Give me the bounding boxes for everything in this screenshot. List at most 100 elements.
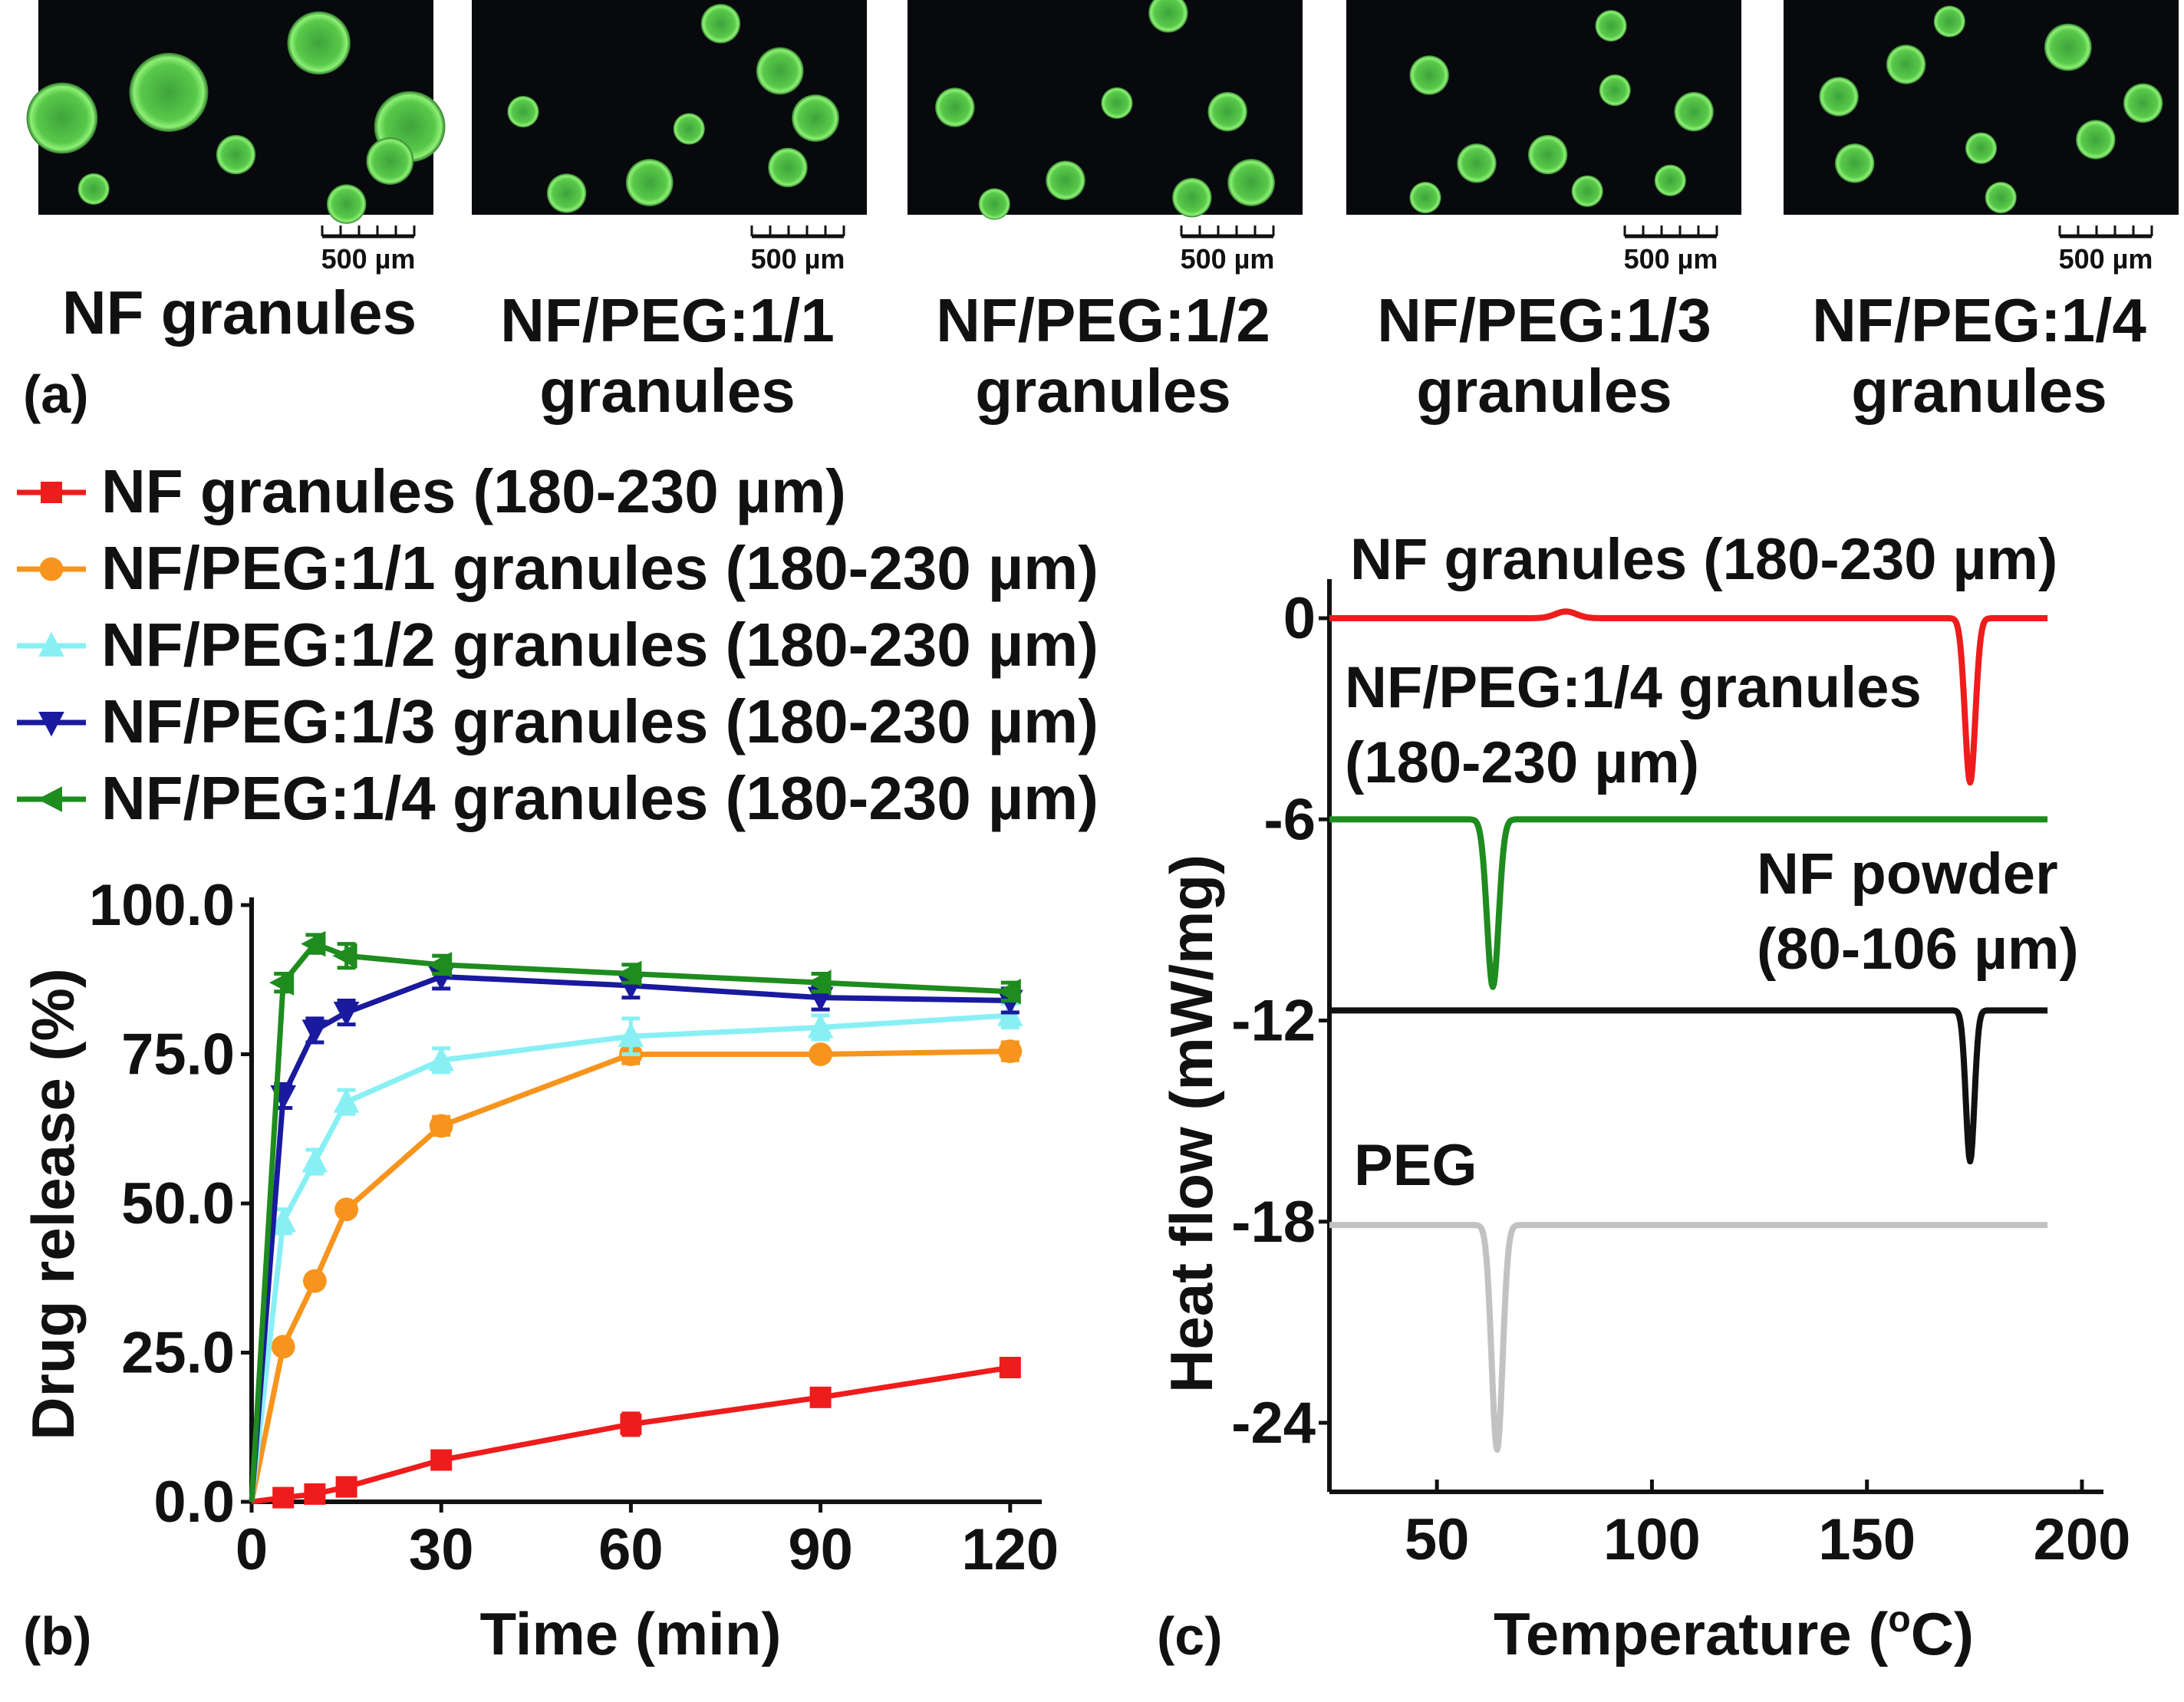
y-tick-label: 75.0 — [121, 1022, 235, 1088]
dsc-trace — [1327, 1222, 2050, 1453]
granule-blob — [1965, 132, 1998, 164]
granule-blob — [2076, 120, 2116, 160]
data-point-marker — [272, 1486, 295, 1509]
granule-blob — [1527, 134, 1568, 175]
granule-blob — [1933, 5, 1965, 38]
dsc-trace — [1327, 1007, 2050, 1165]
granule-blob — [1172, 177, 1212, 218]
y-tick-label: 0.0 — [153, 1470, 235, 1535]
granule-blob — [1674, 91, 1714, 132]
micrograph-label: granules — [539, 357, 795, 425]
granule-blob — [77, 173, 110, 205]
granule-blob — [287, 11, 351, 75]
data-point-marker — [37, 786, 62, 812]
y-tick-label: -24 — [1231, 1391, 1316, 1456]
granule-blob — [700, 4, 741, 44]
trace-label: (80-106 µm) — [1757, 917, 2079, 982]
granule-blob — [1409, 182, 1441, 214]
data-point-marker — [38, 712, 64, 737]
data-point-marker — [617, 960, 642, 987]
scale-bar-label: 500 µm — [1624, 243, 1718, 275]
micrograph-label: NF/PEG:1/4 — [1812, 286, 2146, 354]
y-tick-label: 50.0 — [121, 1171, 235, 1236]
granule-blob — [507, 96, 539, 128]
y-tick-label: -12 — [1231, 989, 1316, 1054]
micrograph-label: NF granules — [62, 278, 417, 347]
granule-blob — [1409, 55, 1449, 95]
scale-bar-label: 500 µm — [2059, 243, 2153, 275]
granule-blob — [1207, 91, 1247, 132]
data-point-marker — [807, 1013, 834, 1039]
dsc-trace — [1327, 816, 2050, 990]
panel-b-label: (b) — [23, 1606, 91, 1666]
granule-blob — [326, 184, 367, 224]
granule-blob — [673, 113, 705, 145]
micrograph-label: NF/PEG:1/3 — [1377, 286, 1711, 354]
data-point-marker — [41, 482, 62, 503]
panel-b-legend: NF granules (180-230 µm) NF/PEG:1/1 granu… — [17, 457, 1099, 832]
scale-bar-label: 500 µm — [751, 243, 845, 275]
panel-c-xlabel: Temperature (oC) — [1494, 1599, 1974, 1667]
granule-blob — [978, 188, 1010, 220]
x-tick-label: 150 — [1818, 1507, 1916, 1572]
data-point-marker — [301, 1147, 328, 1173]
x-tick-label: 100 — [1603, 1507, 1701, 1572]
panel-c-label: (c) — [1157, 1606, 1223, 1666]
granule-blob — [1046, 160, 1085, 200]
panel-a-label: (a) — [23, 364, 89, 424]
release-series — [249, 930, 1021, 1503]
data-point-marker — [332, 943, 357, 969]
x-tick-label: 30 — [409, 1517, 474, 1582]
trace-label: NF granules (180-230 µm) — [1350, 527, 2057, 592]
y-tick-label: 25.0 — [121, 1321, 235, 1386]
trace-label: NF/PEG:1/4 granules — [1345, 655, 1922, 720]
granule-blob — [1654, 164, 1686, 196]
y-tick-label: 0 — [1283, 586, 1316, 651]
x-tick-label: 90 — [788, 1517, 853, 1582]
panel-c-xlabel-degree: o — [1888, 1599, 1910, 1640]
series-line — [249, 1049, 1010, 1503]
data-point-marker — [333, 1088, 360, 1113]
legend-item: NF/PEG:1/2 granules (180-230 µm) — [17, 611, 1099, 679]
data-point-marker — [334, 1197, 358, 1222]
data-point-marker — [270, 1207, 296, 1233]
trace-label: (180-230 µm) — [1345, 730, 1699, 795]
granule-blob — [1819, 77, 1859, 117]
release-series — [249, 1039, 1023, 1503]
granule-blob — [2044, 23, 2092, 71]
x-tick-label: 120 — [961, 1517, 1059, 1582]
data-point-marker — [430, 1449, 453, 1471]
legend-label: NF/PEG:1/4 granules (180-230 µm) — [101, 764, 1099, 832]
legend-item: NF/PEG:1/1 granules (180-230 µm) — [17, 534, 1099, 602]
data-point-marker — [304, 1483, 326, 1505]
data-point-marker — [38, 631, 64, 657]
release-series — [251, 1356, 1021, 1509]
granule-blob — [768, 147, 808, 188]
granule-blob — [1148, 0, 1188, 33]
scale-bar: 500 µm — [1623, 226, 1718, 275]
x-tick-label: 60 — [598, 1517, 664, 1582]
granule-blob — [129, 52, 209, 132]
y-tick-label: 100.0 — [89, 873, 235, 938]
granule-blob — [366, 137, 414, 185]
data-point-marker — [269, 970, 295, 996]
scale-bar-label: 500 µm — [1181, 243, 1275, 275]
granule-blob — [625, 159, 674, 206]
panel-b-release-chart: 0.0 25.0 50.0 75.0 100.0 0 30 60 90 120 — [89, 873, 1059, 1582]
panel-c-ylabel: Heat flow (mW/mg) — [1158, 854, 1225, 1393]
data-point-marker — [429, 1114, 453, 1138]
granule-blob — [1834, 143, 1875, 183]
data-point-marker — [303, 1269, 327, 1293]
scale-bar: 500 µm — [1180, 226, 1275, 275]
data-point-marker — [39, 557, 64, 581]
granule-blob — [1101, 87, 1133, 119]
trace-label: PEG — [1354, 1133, 1477, 1198]
x-tick-label: 200 — [2034, 1507, 2131, 1572]
legend-label: NF granules (180-230 µm) — [101, 457, 846, 525]
data-point-marker — [996, 979, 1021, 1005]
scale-bar: 500 µm — [750, 226, 845, 275]
y-tick-label: -6 — [1263, 787, 1316, 852]
